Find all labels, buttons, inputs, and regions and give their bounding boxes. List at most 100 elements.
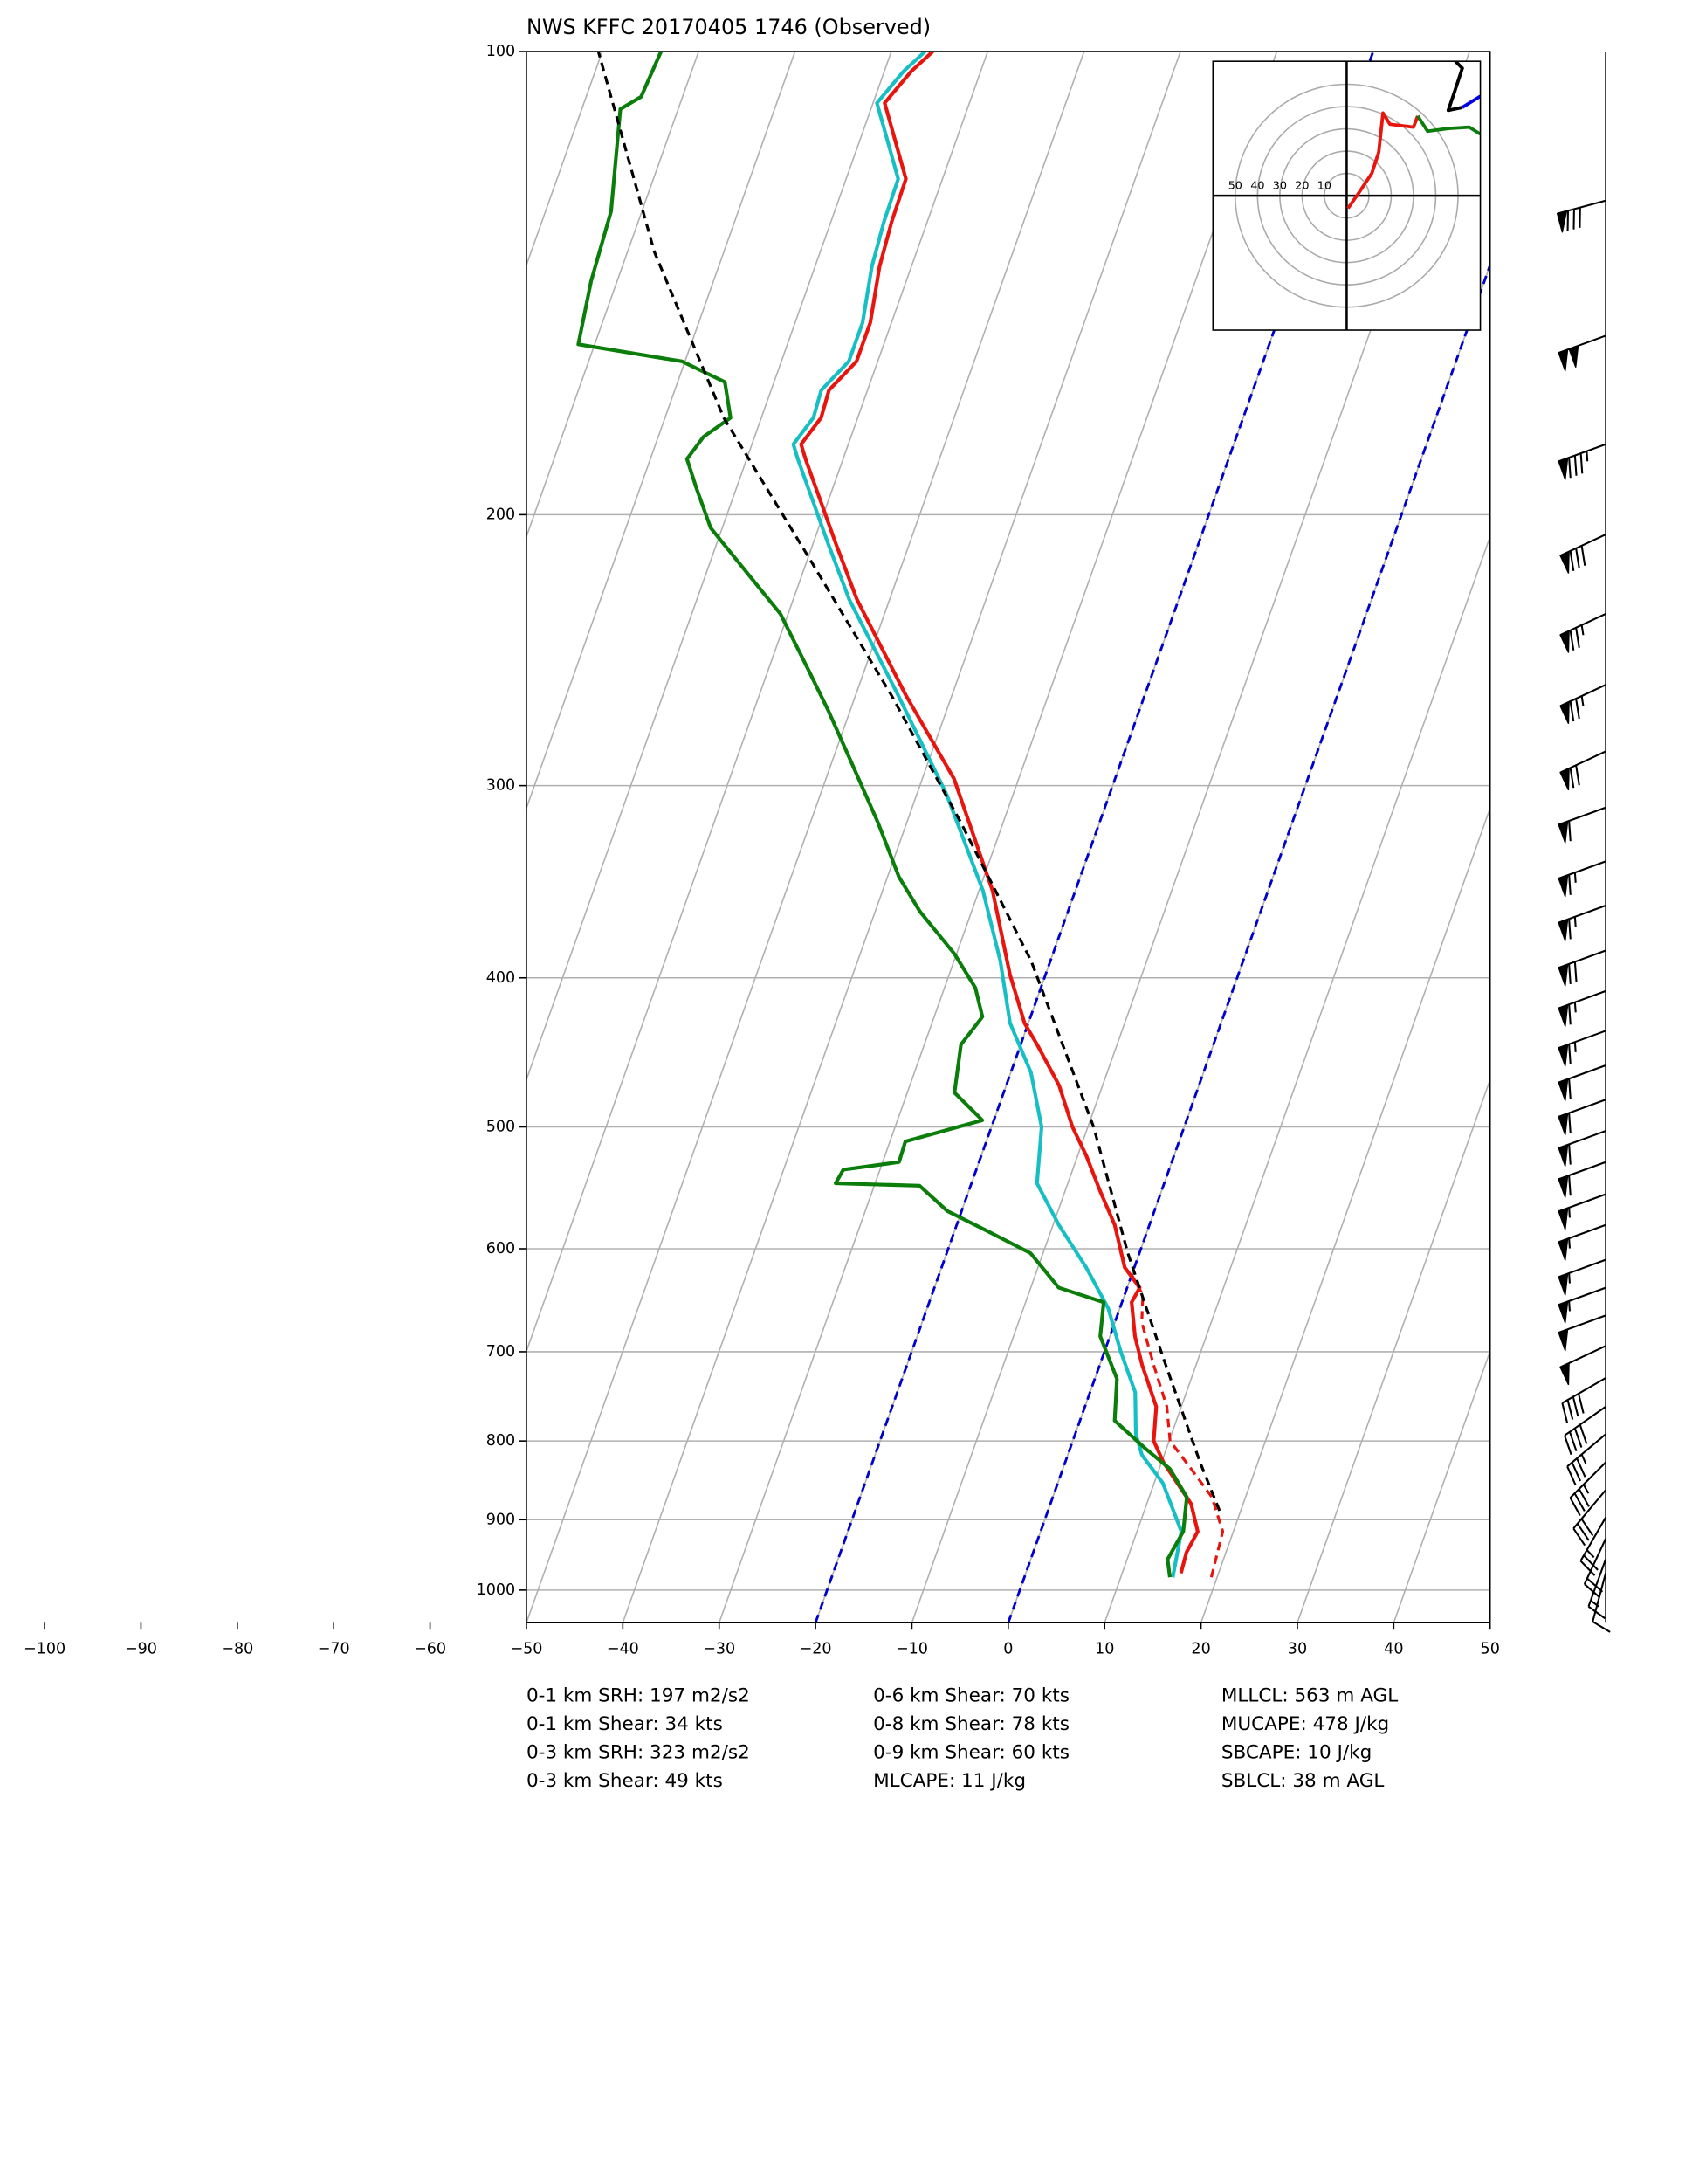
x-tick-label: −50 [510, 1641, 542, 1658]
hodograph-trace [1346, 111, 1420, 210]
wind-barb [1558, 1030, 1606, 1067]
hodograph: 50 40 30 20 10 [1212, 60, 1482, 331]
barb-staff [1583, 1538, 1607, 1599]
x-tick-label: −20 [800, 1641, 832, 1658]
stat-text: 0-6 km Shear: 70 kts [873, 1685, 1070, 1707]
barb-staff [1558, 1161, 1606, 1196]
barb-staff [1559, 684, 1606, 722]
isotherm [1393, 1348, 1490, 1623]
x-tick-label: −90 [125, 1641, 157, 1658]
wind-barb [1592, 1573, 1611, 1633]
wind-barb [1559, 534, 1606, 574]
barb-staff [1558, 989, 1606, 1025]
barb-staff [1558, 1286, 1606, 1312]
hodograph-ring-label: 30 [1273, 179, 1287, 192]
wind-barb [1556, 199, 1606, 233]
barb-staff [1558, 1064, 1606, 1099]
y-tick-label: 300 [486, 777, 515, 795]
barb-staff [1558, 1193, 1606, 1218]
y-tick-label: 400 [486, 969, 515, 987]
wind-barb [1564, 1406, 1606, 1456]
wind-barb [1558, 949, 1606, 987]
barb-staff [1558, 1223, 1606, 1249]
stat-text: 0-8 km Shear: 78 kts [873, 1713, 1070, 1735]
barb-staff [1558, 905, 1606, 940]
grid-layer [526, 52, 1490, 1623]
hodograph-trace [1416, 114, 1481, 136]
barb-staff [1579, 1517, 1606, 1576]
isotherm [718, 52, 1278, 1623]
wind-barb [1566, 1433, 1606, 1485]
stat-text: SBLCL: 38 m AGL [1221, 1770, 1385, 1792]
y-tick-label: 200 [486, 506, 515, 523]
barb-staff [1557, 199, 1606, 231]
barb-staff [1558, 1314, 1606, 1334]
stat-text: SBCAPE: 10 J/kg [1221, 1741, 1372, 1763]
isotherm [526, 52, 1085, 1623]
isotherm [1200, 806, 1490, 1623]
wind-barb [1558, 1314, 1606, 1352]
y-tick-label: 800 [486, 1432, 515, 1450]
hodograph-trace [1461, 94, 1481, 109]
wind-barbs [1556, 52, 1611, 1633]
barb-staff [1572, 1489, 1606, 1547]
isotherm [526, 52, 699, 539]
barb-staff [1559, 613, 1606, 651]
barb-staff [1592, 1573, 1611, 1633]
wind-barb [1558, 1130, 1606, 1167]
barb-staff [1569, 1461, 1606, 1517]
isotherm [1297, 1077, 1490, 1623]
y-tick-label: 600 [486, 1240, 515, 1257]
x-tick-label: −40 [607, 1641, 639, 1658]
x-tick-label: 40 [1384, 1641, 1403, 1658]
wind-barb [1558, 1099, 1606, 1136]
barb-staff [1558, 949, 1606, 985]
x-tick-label: −60 [414, 1641, 446, 1658]
profile-layer [576, 52, 1225, 1578]
y-tick-label: 500 [486, 1119, 515, 1136]
x-tick-label: −80 [221, 1641, 253, 1658]
wind-barb [1558, 905, 1606, 941]
stat-text: 0-9 km Shear: 60 kts [873, 1741, 1070, 1763]
wind-barb [1559, 613, 1606, 653]
wind-barb [1558, 860, 1606, 898]
y-tick-label: 1000 [477, 1581, 516, 1599]
wind-barb [1558, 1286, 1606, 1324]
barb-staff [1561, 1377, 1606, 1423]
wind-barb [1583, 1538, 1607, 1599]
hodograph-ring-label: 40 [1250, 179, 1264, 192]
y-tick-label: 900 [486, 1511, 515, 1528]
barb-staff [1558, 1099, 1606, 1133]
wind-barb [1558, 1064, 1606, 1101]
sounding-profile [1130, 1273, 1225, 1578]
plot-frame [526, 51, 1491, 1624]
x-tick-label: 10 [1095, 1641, 1114, 1658]
isotherm [526, 52, 892, 1082]
wind-barb [1579, 1517, 1606, 1576]
hodograph-trace [1446, 61, 1464, 113]
isotherm [622, 52, 1181, 1623]
chart-title: NWS KFFC 20170405 1746 (Observed) [526, 15, 931, 39]
wind-barb [1558, 1161, 1606, 1198]
barb-staff [1564, 1406, 1606, 1456]
barb-staff [1558, 806, 1606, 842]
barb-staff [1559, 534, 1606, 571]
sounding-profile [791, 52, 1184, 1578]
wind-barb [1572, 1489, 1606, 1547]
stat-text: MUCAPE: 478 J/kg [1221, 1713, 1389, 1735]
isotherm [526, 52, 796, 810]
x-tick-label: 0 [1003, 1641, 1013, 1658]
barb-staff [1558, 334, 1606, 355]
wind-barb [1558, 1193, 1606, 1230]
x-tick-label: 50 [1481, 1641, 1500, 1658]
wind-barb [1559, 1345, 1606, 1386]
wind-barb [1558, 334, 1606, 372]
barb-staff [1559, 1345, 1606, 1368]
barb-staff [1559, 750, 1606, 789]
wind-barb [1558, 443, 1606, 480]
stat-text: MLCAPE: 11 J/kg [873, 1770, 1026, 1792]
barb-staff [1566, 1433, 1606, 1485]
